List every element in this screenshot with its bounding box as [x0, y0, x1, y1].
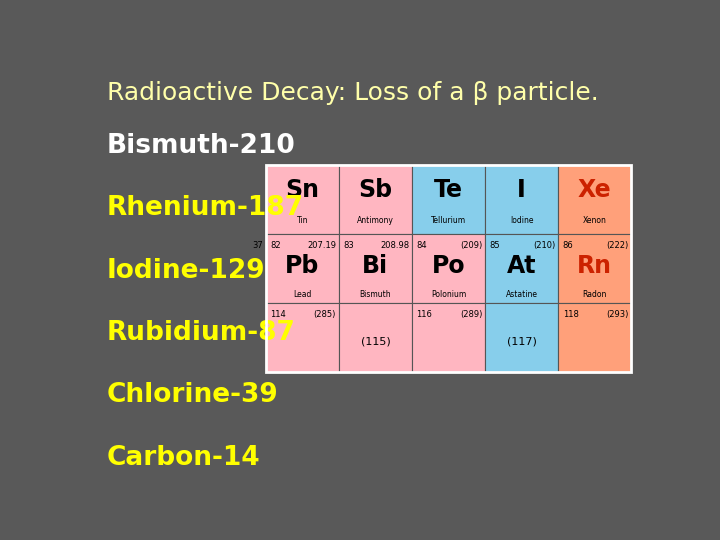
FancyBboxPatch shape [485, 303, 558, 373]
Text: Te: Te [434, 178, 463, 201]
Text: Tin: Tin [297, 215, 308, 225]
FancyBboxPatch shape [339, 234, 412, 303]
Text: (285): (285) [314, 310, 336, 319]
Text: Rubidium-87: Rubidium-87 [107, 320, 296, 346]
FancyBboxPatch shape [558, 234, 631, 303]
FancyBboxPatch shape [558, 303, 631, 373]
Text: Iodine: Iodine [510, 215, 534, 225]
Text: (293): (293) [606, 310, 629, 319]
Text: Astatine: Astatine [505, 289, 538, 299]
Text: 86: 86 [562, 241, 573, 250]
Text: Rn: Rn [577, 254, 612, 279]
Text: Antimony: Antimony [357, 215, 394, 225]
Text: Sn: Sn [285, 178, 319, 201]
Text: Po: Po [432, 254, 465, 279]
Text: 118: 118 [562, 310, 578, 319]
FancyBboxPatch shape [558, 165, 631, 234]
FancyBboxPatch shape [485, 165, 558, 234]
Text: 114: 114 [270, 310, 286, 319]
Text: Chlorine-39: Chlorine-39 [107, 382, 279, 408]
Text: (289): (289) [460, 310, 482, 319]
Text: Carbon-14: Carbon-14 [107, 445, 261, 471]
Text: Bi: Bi [362, 254, 389, 279]
FancyBboxPatch shape [266, 234, 339, 303]
Text: 82: 82 [270, 241, 281, 250]
Text: Sb: Sb [359, 178, 392, 201]
FancyBboxPatch shape [266, 303, 339, 373]
Text: (210): (210) [533, 241, 555, 250]
Text: (117): (117) [507, 336, 536, 346]
Text: 83: 83 [343, 241, 354, 250]
FancyBboxPatch shape [266, 165, 339, 234]
Text: Radon: Radon [582, 289, 607, 299]
Text: Tellurium: Tellurium [431, 215, 466, 225]
Text: 208.98: 208.98 [380, 241, 409, 250]
Text: 207.19: 207.19 [307, 241, 336, 250]
FancyBboxPatch shape [412, 165, 485, 234]
FancyBboxPatch shape [412, 234, 485, 303]
Text: I: I [517, 178, 526, 201]
Text: Polonium: Polonium [431, 289, 466, 299]
Text: Pb: Pb [285, 254, 320, 279]
Text: Rhenium-187: Rhenium-187 [107, 195, 304, 221]
Text: (222): (222) [606, 241, 629, 250]
Text: (115): (115) [361, 336, 390, 346]
FancyBboxPatch shape [485, 234, 558, 303]
Text: Iodine-129: Iodine-129 [107, 258, 266, 284]
Text: Bismuth-210: Bismuth-210 [107, 133, 295, 159]
Text: 85: 85 [490, 241, 500, 250]
Text: 116: 116 [416, 310, 432, 319]
Text: Xe: Xe [578, 178, 611, 201]
Text: Lead: Lead [293, 289, 312, 299]
Text: (209): (209) [460, 241, 482, 250]
Text: 84: 84 [416, 241, 427, 250]
FancyBboxPatch shape [339, 165, 412, 234]
Text: Bismuth: Bismuth [359, 289, 391, 299]
Text: Radioactive Decay: Loss of a β particle.: Radioactive Decay: Loss of a β particle. [107, 82, 598, 105]
Text: Xenon: Xenon [582, 215, 607, 225]
Text: At: At [507, 254, 536, 279]
FancyBboxPatch shape [339, 303, 412, 373]
FancyBboxPatch shape [412, 303, 485, 373]
Text: 37: 37 [252, 241, 263, 250]
